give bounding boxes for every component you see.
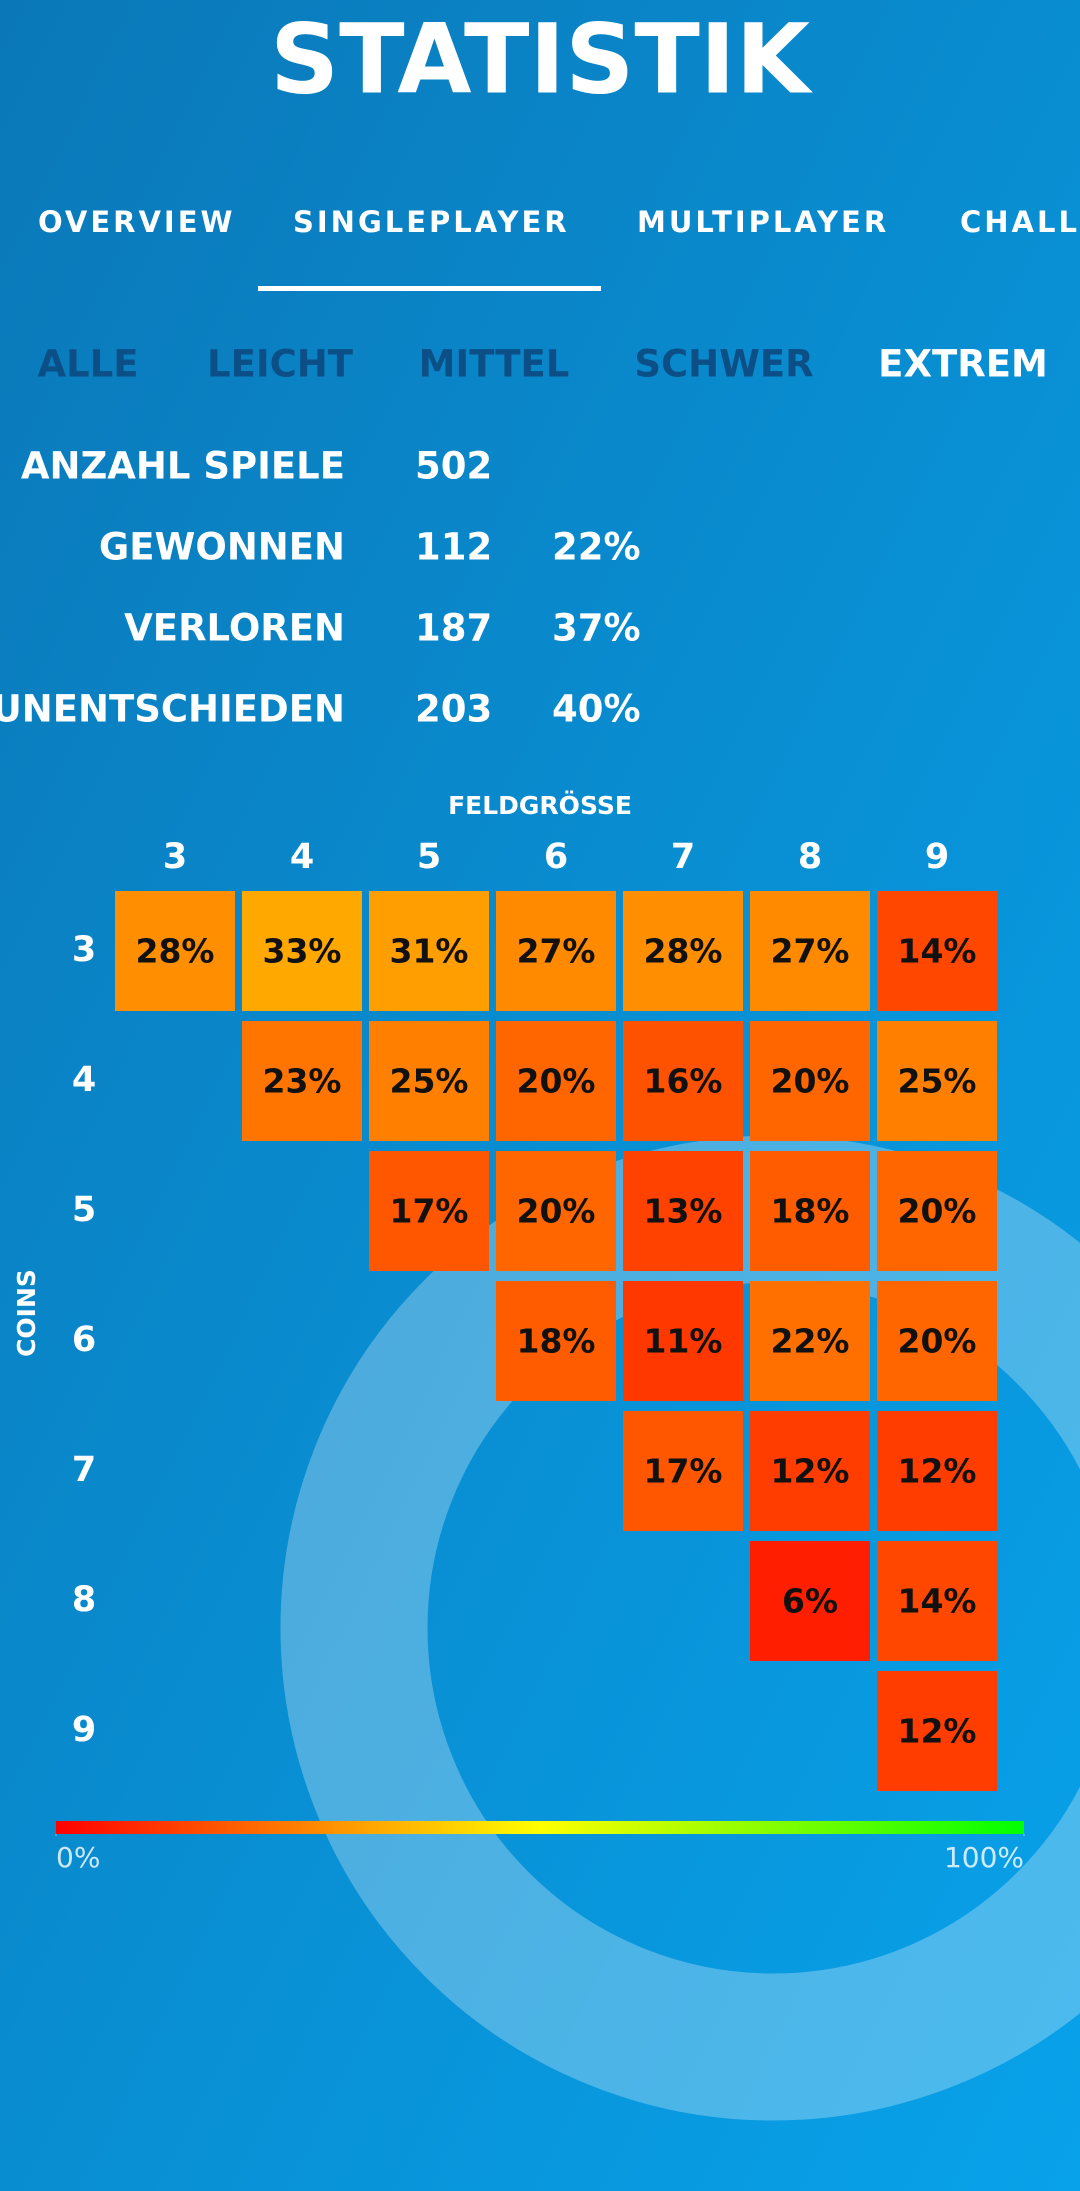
heat-cell (623, 1151, 743, 1271)
y-tick-label: 8 (72, 1580, 96, 1620)
difficulty-filter[interactable]: EXTREM (878, 343, 1048, 386)
heat-cell (369, 1021, 489, 1141)
cell-label: 12% (898, 1712, 977, 1751)
heat-cell (877, 1411, 997, 1531)
y-tick-label: 7 (72, 1450, 96, 1490)
x-tick-label: 9 (925, 837, 949, 877)
stat-percent: 22% (552, 526, 641, 569)
cell-label: 20% (771, 1062, 850, 1101)
heat-cell (623, 891, 743, 1011)
stat-label: UNENTSCHIEDEN (0, 688, 345, 731)
y-tick-label: 4 (72, 1060, 96, 1100)
cell-label: 17% (390, 1192, 469, 1231)
tab[interactable]: CHALL (960, 205, 1080, 239)
stat-label: GEWONNEN (99, 526, 345, 569)
page-title: STATISTIK (270, 3, 814, 115)
x-tick-label: 5 (417, 837, 441, 877)
heat-cell (750, 1151, 870, 1271)
x-tick-label: 8 (798, 837, 822, 877)
color-bar (56, 1821, 1024, 1834)
cell-label: 16% (644, 1062, 723, 1101)
heat-cell (623, 1021, 743, 1141)
x-tick-label: 7 (671, 837, 695, 877)
cell-label: 33% (263, 932, 342, 971)
heat-cell (750, 1281, 870, 1401)
heat-cell (496, 891, 616, 1011)
cell-label: 20% (517, 1192, 596, 1231)
cell-label: 22% (771, 1322, 850, 1361)
difficulty-filter[interactable]: ALLE (37, 343, 138, 386)
heat-cell (877, 1281, 997, 1401)
stat-percent: 40% (552, 688, 641, 731)
difficulty-filter[interactable]: SCHWER (634, 343, 813, 386)
heat-cell (750, 1021, 870, 1141)
cell-label: 13% (644, 1192, 723, 1231)
color-tick-label: 0% (56, 1841, 100, 1874)
cell-label: 28% (644, 932, 723, 971)
heat-cell (623, 1411, 743, 1531)
y-tick-label: 3 (72, 930, 96, 970)
stat-percent: 37% (552, 607, 641, 650)
heat-cell (496, 1151, 616, 1271)
heat-cell (877, 1151, 997, 1271)
heat-cell (623, 1281, 743, 1401)
heat-cell (750, 1541, 870, 1661)
x-tick-label: 6 (544, 837, 568, 877)
cell-label: 14% (898, 932, 977, 971)
heat-cell (877, 1671, 997, 1791)
tab[interactable]: MULTIPLAYER (637, 205, 889, 239)
heat-cell (242, 891, 362, 1011)
cell-label: 20% (898, 1322, 977, 1361)
heat-cell (750, 891, 870, 1011)
heat-cell (369, 891, 489, 1011)
cell-label: 27% (517, 932, 596, 971)
cell-label: 27% (771, 932, 850, 971)
cell-label: 31% (390, 932, 469, 971)
heat-cell (877, 1021, 997, 1141)
tab-underline (258, 286, 601, 291)
stat-label: ANZAHL SPIELE (21, 445, 345, 488)
heat-cell (750, 1411, 870, 1531)
x-tick-label: 4 (290, 837, 314, 877)
cell-label: 11% (644, 1322, 723, 1361)
cell-label: 23% (263, 1062, 342, 1101)
cell-label: 28% (136, 932, 215, 971)
heat-cell (369, 1151, 489, 1271)
cell-label: 25% (390, 1062, 469, 1101)
stat-count: 502 (415, 445, 492, 488)
stat-count: 187 (415, 607, 492, 650)
cell-label: 20% (898, 1192, 977, 1231)
heat-cell (496, 1021, 616, 1141)
difficulty-filter[interactable]: MITTEL (419, 343, 570, 386)
heat-cell (115, 891, 235, 1011)
stat-count: 203 (415, 688, 492, 731)
heat-cell (877, 1541, 997, 1661)
x-tick-label: 3 (163, 837, 187, 877)
cell-label: 20% (517, 1062, 596, 1101)
tab[interactable]: OVERVIEW (38, 205, 236, 239)
cell-label: 6% (782, 1582, 838, 1621)
heat-cell (242, 1021, 362, 1141)
x-axis-label: FELDGRÖSSE (448, 790, 632, 820)
cell-label: 25% (898, 1062, 977, 1101)
cell-label: 12% (898, 1452, 977, 1491)
cell-label: 18% (517, 1322, 596, 1361)
y-axis-label: COINS (12, 1269, 41, 1357)
cell-label: 18% (771, 1192, 850, 1231)
heat-cell (877, 891, 997, 1011)
y-tick-label: 9 (72, 1710, 96, 1750)
color-tick-label: 100% (944, 1841, 1024, 1874)
cell-label: 17% (644, 1452, 723, 1491)
y-tick-label: 5 (72, 1190, 96, 1230)
stat-label: VERLOREN (124, 607, 345, 650)
cell-label: 14% (898, 1582, 977, 1621)
difficulty-filter[interactable]: LEICHT (207, 343, 354, 386)
heat-cell (496, 1281, 616, 1401)
tab[interactable]: SINGLEPLAYER (293, 205, 570, 239)
cell-label: 12% (771, 1452, 850, 1491)
y-tick-label: 6 (72, 1320, 96, 1360)
stat-count: 112 (415, 526, 492, 569)
